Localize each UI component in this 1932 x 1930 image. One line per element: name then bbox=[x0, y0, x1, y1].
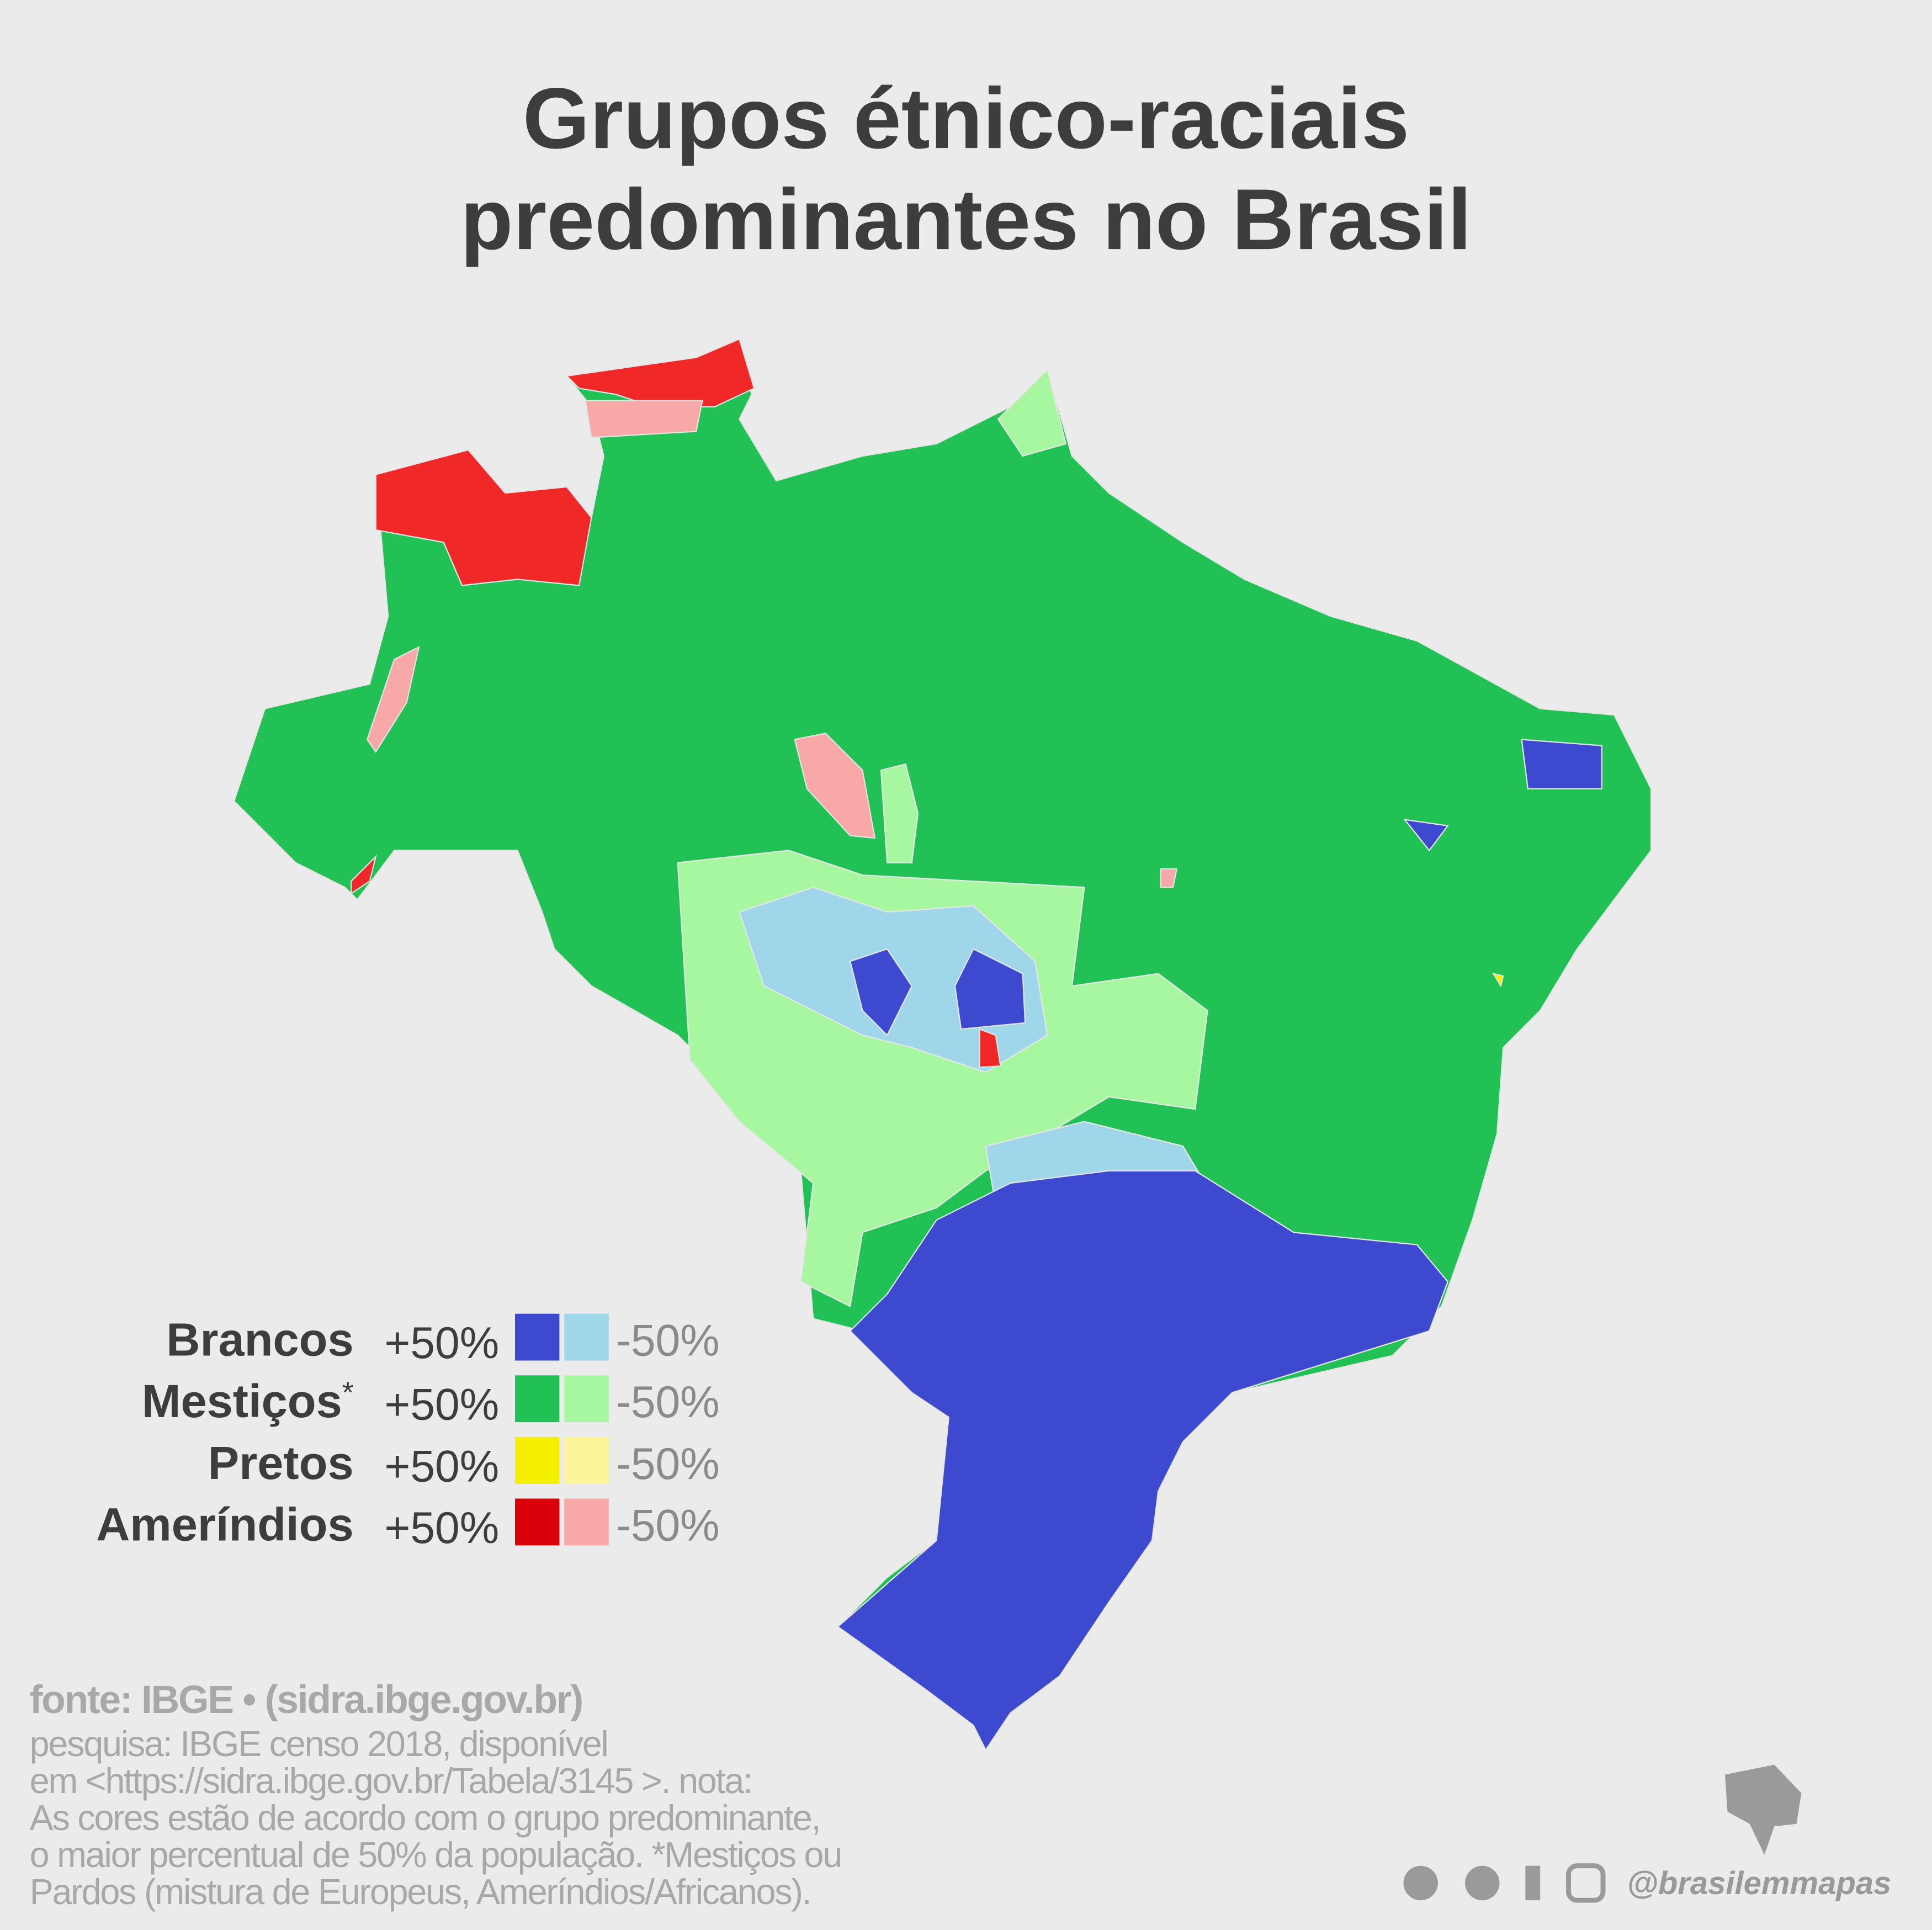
legend-name: Brancos bbox=[166, 1313, 353, 1366]
legend-swatch-plus bbox=[515, 1313, 560, 1361]
legend-name-text: Mestiços bbox=[142, 1375, 342, 1427]
legend-plus-label: +50% bbox=[384, 1380, 499, 1430]
reddit-icon[interactable] bbox=[1465, 1865, 1500, 1901]
source-line: Pardos (mistura de Europeus, Ameríndios/… bbox=[30, 1871, 811, 1912]
title-line: predominantes no Brasil bbox=[460, 172, 1472, 268]
region-red bbox=[351, 338, 1001, 1068]
source-heading: fonte: IBGE • (sidra.ibge.gov.br) bbox=[30, 1678, 582, 1722]
legend-plus-label: +50% bbox=[384, 1441, 499, 1491]
source-line: em <https://sidra.ibge.gov.br/Tabela/314… bbox=[30, 1761, 752, 1801]
legend-plus-label: +50% bbox=[384, 1503, 499, 1553]
social-handle: @brasilemmapas bbox=[1627, 1865, 1891, 1901]
legend-name: Mestiços* bbox=[142, 1375, 354, 1427]
legend-plus-label: +50% bbox=[384, 1318, 499, 1368]
source-line: pesquisa: IBGE censo 2018, disponível bbox=[30, 1724, 608, 1764]
source-line: o maior percentual de 50% da população. … bbox=[30, 1834, 842, 1875]
instagram-icon[interactable] bbox=[1566, 1863, 1606, 1903]
region-blue bbox=[837, 1170, 1449, 1752]
legend-swatch-minus bbox=[564, 1375, 609, 1423]
legend-note: * bbox=[342, 1376, 354, 1409]
legend-name: Pretos bbox=[208, 1436, 354, 1489]
logo bbox=[1725, 1764, 1802, 1855]
legend-minus-label: -50% bbox=[616, 1316, 720, 1366]
region-yellow bbox=[1492, 972, 1504, 988]
social-icons bbox=[1403, 1764, 1802, 1903]
legend-swatch-plus bbox=[515, 1436, 560, 1484]
legend-swatch-minus bbox=[564, 1313, 609, 1361]
legend-swatch-plus bbox=[515, 1375, 560, 1423]
legend-minus-label: -50% bbox=[616, 1439, 720, 1489]
region-blue bbox=[849, 739, 1602, 1037]
legend-name-text: Brancos bbox=[166, 1313, 353, 1366]
twitter-icon[interactable] bbox=[1403, 1865, 1438, 1901]
legend-name-text: Pretos bbox=[208, 1436, 354, 1489]
legend-swatch-plus bbox=[515, 1498, 560, 1546]
legend-name-text: Ameríndios bbox=[96, 1498, 354, 1550]
legend-minus-label: -50% bbox=[616, 1377, 720, 1427]
facebook-icon[interactable] bbox=[1525, 1865, 1541, 1901]
legend-swatch-minus bbox=[564, 1436, 609, 1484]
source-line: As cores estão de acordo com o grupo pre… bbox=[30, 1798, 820, 1838]
legend-swatch-minus bbox=[564, 1498, 609, 1546]
legend: Brancos +50% -50% Mestiços* +50% -50% Pretos +5… bbox=[96, 1313, 720, 1553]
title-line: Grupos étnico-raciais bbox=[523, 71, 1409, 167]
region-light-green bbox=[880, 368, 1067, 863]
brazil-map bbox=[233, 338, 1652, 1752]
region-pink bbox=[366, 400, 1178, 888]
legend-minus-label: -50% bbox=[616, 1500, 720, 1550]
legend-name: Ameríndios bbox=[96, 1498, 354, 1550]
